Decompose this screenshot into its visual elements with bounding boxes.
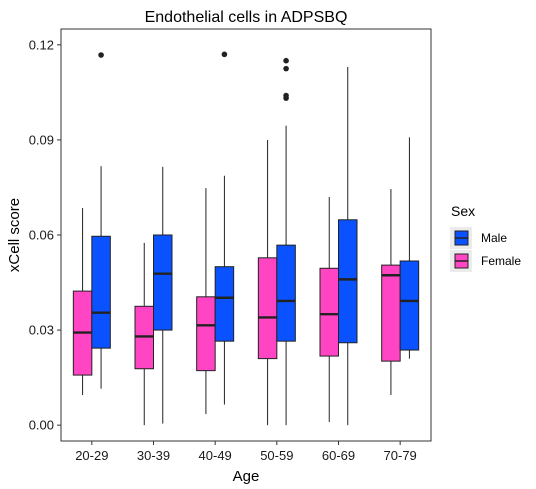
- x-tick-label: 20-29: [75, 448, 108, 463]
- box-iqr: [381, 264, 401, 362]
- x-tick-label: 40-49: [199, 448, 232, 463]
- y-tick-label: 0.12: [29, 37, 54, 52]
- legend-title: Sex: [451, 203, 475, 219]
- box-female: [257, 139, 278, 426]
- y-tick-label: 0.06: [29, 228, 54, 243]
- y-axis-title: xCell score: [6, 198, 23, 272]
- box-male: [214, 51, 235, 405]
- legend-label: Female: [481, 254, 521, 268]
- legend-label: Male: [481, 231, 507, 245]
- box-male: [153, 166, 173, 424]
- box-iqr: [319, 267, 339, 357]
- x-tick-label: 60-69: [322, 448, 355, 463]
- chart-title: Endothelial cells in ADPSBQ: [145, 9, 348, 26]
- box-male: [399, 137, 420, 359]
- y-axis: 0.00 0.03 0.06 0.09 0.12: [29, 37, 61, 433]
- y-tick-label: 0.03: [29, 323, 54, 338]
- legend: Sex Male Female: [450, 203, 521, 272]
- x-tick-label: 50-59: [260, 448, 293, 463]
- box-iqr: [214, 266, 235, 342]
- outlier-point: [283, 57, 289, 64]
- outlier-point: [98, 52, 104, 58]
- box-male: [276, 57, 296, 426]
- x-axis-title: Age: [233, 468, 260, 485]
- outlier-point: [283, 65, 289, 72]
- box-male: [91, 52, 111, 389]
- box-female: [134, 242, 154, 426]
- box-male: [338, 67, 358, 426]
- plot-panel: [60, 28, 432, 442]
- boxplot-series: [72, 51, 420, 426]
- x-tick-label: 70-79: [384, 448, 417, 463]
- box-iqr: [257, 257, 278, 360]
- box-female: [196, 188, 216, 415]
- box-iqr: [276, 244, 296, 342]
- outlier-point: [221, 51, 228, 58]
- box-iqr: [196, 296, 216, 372]
- x-tick-label: 30-39: [137, 448, 170, 463]
- box-iqr: [153, 234, 173, 331]
- box-iqr: [91, 235, 111, 349]
- outlier-point: [283, 95, 289, 101]
- x-axis: 20-29 30-39 40-49 50-59 60-69 70-79: [75, 441, 417, 463]
- box-female: [72, 208, 93, 396]
- box-iqr: [399, 260, 420, 351]
- y-tick-label: 0.00: [29, 418, 54, 433]
- y-tick-label: 0.09: [29, 132, 54, 147]
- box-iqr: [338, 219, 358, 344]
